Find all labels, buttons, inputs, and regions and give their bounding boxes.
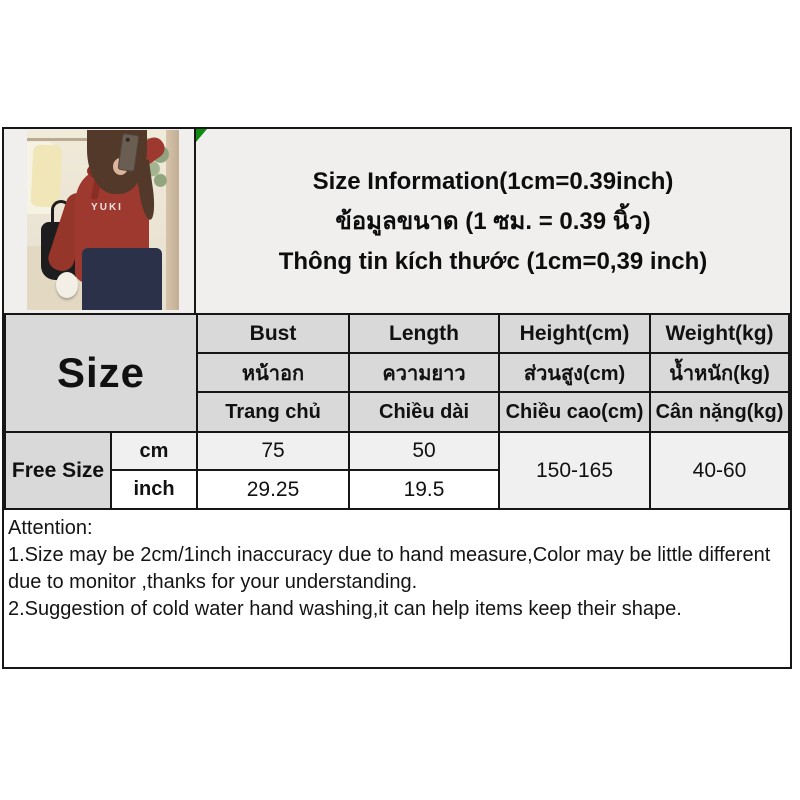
size-header-cell: Size: [3, 313, 199, 433]
attention-note-1-cont: due to monitor ,thanks for your understa…: [8, 571, 418, 593]
weight-range-value: 40-60: [649, 431, 790, 510]
header-height-en: Height(cm): [498, 313, 652, 354]
title-thai: ข้อมูลขนาด (1 ซม. = 0.39 นิ้ว): [335, 208, 651, 235]
header-bust-vi: Trang chủ: [196, 391, 351, 433]
photo-cell: YUKI: [4, 129, 196, 313]
header-row-thai: หน้าอก ความยาว ส่วนสูง(cm) น้ำหนัก(kg): [5, 352, 790, 393]
header-length-th: ความยาว: [348, 352, 501, 393]
header-bust-en: Bust: [196, 313, 351, 354]
header-height-th: ส่วนสูง(cm): [498, 352, 652, 393]
top-section: YUKI Size Information(1cm=0.39inch) ข้อม…: [4, 129, 790, 313]
length-inch-value: 19.5: [348, 469, 501, 510]
chart-sheet: YUKI Size Information(1cm=0.39inch) ข้อม…: [2, 127, 792, 669]
attention-section: Attention: 1.Size may be 2cm/1inch inacc…: [4, 510, 790, 667]
header-row-vietnamese: Trang chủ Chiều dài Chiều cao(cm) Cân nặ…: [5, 391, 790, 433]
attention-note-2: 2.Suggestion of cold water hand washing,…: [8, 598, 682, 620]
height-range-value: 150-165: [498, 431, 652, 510]
title-english: Size Information(1cm=0.39inch): [312, 168, 674, 195]
bag-plush-charm: [56, 272, 78, 298]
data-row-cm: Free Size cm 75 50 150-165 40-60: [4, 431, 790, 510]
photo-watermark: YUKI: [91, 202, 123, 213]
phone-camera-icon: [125, 137, 131, 143]
header-length-en: Length: [348, 313, 501, 354]
header-row-english: Size Bust Length Height(cm) Weight(kg): [3, 313, 790, 433]
unit-inch-cell: inch: [109, 469, 199, 510]
attention-note-1: 1.Size may be 2cm/1inch inaccuracy due t…: [8, 544, 771, 566]
length-cm-value: 50: [348, 431, 501, 471]
product-photo: YUKI: [27, 130, 179, 310]
title-vietnamese: Thông tin kích thước (1cm=0,39 inch): [278, 248, 708, 275]
header-length-vi: Chiều dài: [348, 391, 501, 433]
data-row-inch: inch 29.25 19.5: [5, 469, 789, 510]
header-weight-th: น้ำหนัก(kg): [649, 352, 790, 393]
jeans: [82, 248, 162, 310]
free-size-cell: Free Size: [4, 431, 112, 510]
header-height-vi: Chiều cao(cm): [498, 391, 652, 433]
unit-cm-cell: cm: [109, 431, 199, 471]
title-block: Size Information(1cm=0.39inch) ข้อมูลขนา…: [196, 129, 790, 313]
bust-inch-value: 29.25: [196, 469, 351, 510]
header-weight-vi: Cân nặng(kg): [649, 391, 790, 433]
clothes-rack: [27, 138, 91, 141]
header-weight-en: Weight(kg): [649, 313, 790, 354]
hanging-garment-yellow: [30, 144, 63, 208]
attention-heading: Attention:: [8, 517, 93, 539]
bust-cm-value: 75: [196, 431, 351, 471]
header-bust-th: หน้าอก: [196, 352, 351, 393]
green-corner-marker: [196, 129, 207, 142]
size-table: Size Bust Length Height(cm) Weight(kg) ห…: [3, 313, 790, 510]
